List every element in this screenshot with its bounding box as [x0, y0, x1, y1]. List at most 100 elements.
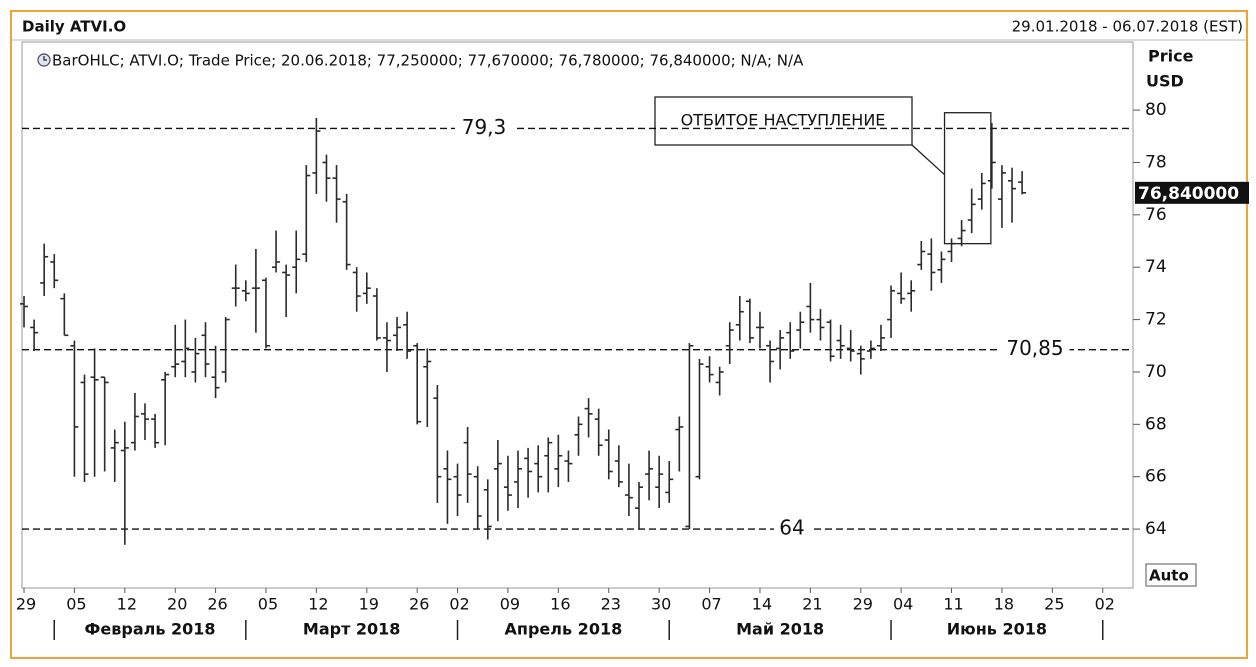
ohlc-bar — [272, 230, 281, 273]
plot-area — [21, 41, 1134, 589]
ohlc-bar — [917, 241, 926, 270]
ohlc-bar — [776, 330, 785, 370]
ohlc-bar — [332, 165, 341, 223]
ohlc-bar — [675, 416, 684, 472]
chart-title: Daily ATVI.O — [22, 18, 126, 36]
y-axis-unit: USD — [1146, 72, 1184, 91]
ohlc-bar — [302, 165, 311, 262]
ohlc-bar — [826, 319, 835, 362]
x-tick-label: 29 — [16, 595, 36, 614]
ohlc-bar — [1008, 167, 1017, 223]
month-label: Апрель 2018 — [505, 620, 623, 639]
ohlc-bar — [534, 445, 543, 493]
ohlc-bar — [140, 403, 149, 441]
ohlc-bar — [766, 340, 775, 383]
x-tick-label: 14 — [752, 595, 772, 614]
ohlc-bar — [1018, 171, 1027, 195]
x-tick-label: 18 — [994, 595, 1014, 614]
auto-button-label[interactable]: Auto — [1149, 567, 1189, 585]
ohlc-bar — [856, 345, 865, 375]
ohlc-bar — [372, 288, 381, 341]
month-label: Февраль 2018 — [85, 620, 216, 639]
ohlc-bar — [977, 172, 986, 210]
x-tick-label: 02 — [1095, 595, 1115, 614]
ohlc-bar — [584, 398, 593, 438]
y-tick-label: 78 — [1145, 152, 1167, 172]
x-tick-label: 25 — [1044, 595, 1064, 614]
ohlc-bar — [30, 319, 39, 352]
ohlc-bar — [322, 154, 331, 202]
ohlc-bar — [836, 324, 845, 359]
level-label: 64 — [779, 516, 804, 540]
y-tick-label: 76 — [1145, 205, 1167, 225]
auto-button[interactable] — [1145, 563, 1197, 587]
x-tick-label: 26 — [207, 595, 227, 614]
y-tick-label: 72 — [1145, 310, 1167, 330]
ohlc-bar — [292, 230, 301, 294]
ohlc-bar — [251, 248, 260, 333]
ohlc-bar — [423, 348, 432, 427]
ohlc-bar — [796, 311, 805, 349]
ohlc-bar — [927, 238, 936, 291]
ohlc-bar — [352, 267, 361, 312]
ohlc-bar — [493, 440, 502, 522]
last-price-tag — [1135, 181, 1249, 204]
ohlc-bar — [151, 413, 160, 448]
x-tick-label: 20 — [167, 595, 187, 614]
ohlc-bar — [866, 340, 875, 359]
x-tick-label: 19 — [359, 595, 379, 614]
ohlc-bar — [846, 330, 855, 362]
ohlc-bar — [473, 466, 482, 530]
ohlc-bar — [453, 463, 462, 516]
x-tick-label: 21 — [802, 595, 822, 614]
ohlc-bar — [514, 450, 523, 509]
ohlc-bar — [221, 316, 230, 383]
ohlc-bar — [50, 254, 59, 289]
ohlc-bar — [443, 450, 452, 524]
level-label-bg — [455, 117, 513, 140]
ohlc-bar — [231, 264, 240, 307]
x-tick-label: 12 — [117, 595, 137, 614]
ohlc-bar — [161, 371, 170, 446]
ohlc-bar — [614, 445, 623, 488]
ohlc-bar — [60, 293, 69, 337]
ohlc-bar — [191, 337, 200, 383]
ohlc-bar — [433, 385, 442, 503]
y-axis-label: Price — [1148, 47, 1194, 66]
ohlc-bar — [261, 277, 270, 349]
x-tick-label: 05 — [66, 595, 86, 614]
ohlc-bar — [70, 340, 79, 477]
ohlc-bar — [393, 316, 402, 352]
ohlc-bar — [645, 450, 654, 501]
ohlc-bar — [987, 123, 996, 189]
month-label: Март 2018 — [303, 620, 401, 639]
ohlc-bar — [685, 343, 694, 530]
y-tick-label: 70 — [1145, 362, 1167, 382]
ohlc-bar — [816, 309, 825, 341]
ohlc-bar — [201, 322, 210, 378]
x-tick-label: 07 — [701, 595, 721, 614]
ohlc-bar — [705, 356, 714, 383]
ohlc-bar — [211, 345, 220, 399]
ohlc-bar — [20, 296, 29, 328]
ohlc-bar — [282, 264, 291, 317]
legend-icon — [37, 53, 51, 67]
ohlc-bar — [413, 343, 422, 425]
ohlc-bar — [90, 348, 99, 477]
ohlc-bar — [362, 272, 371, 304]
level-label-bg — [1000, 338, 1070, 361]
ohlc-bar — [463, 426, 472, 503]
ohlc-bar — [524, 447, 533, 498]
level-label: 70,85 — [1006, 336, 1063, 360]
ohlc-bar — [907, 280, 916, 312]
level-label-bg — [774, 518, 810, 541]
ohlc-bar — [40, 243, 49, 297]
ohlc-bar — [312, 117, 321, 194]
annotation-highlight — [943, 112, 992, 245]
y-tick-label: 80 — [1145, 100, 1167, 120]
ohlc-bar — [665, 460, 674, 503]
date-range: 29.01.2018 - 06.07.2018 (EST) — [1012, 18, 1243, 36]
x-tick-label: 26 — [409, 595, 429, 614]
x-tick-label: 30 — [651, 595, 671, 614]
